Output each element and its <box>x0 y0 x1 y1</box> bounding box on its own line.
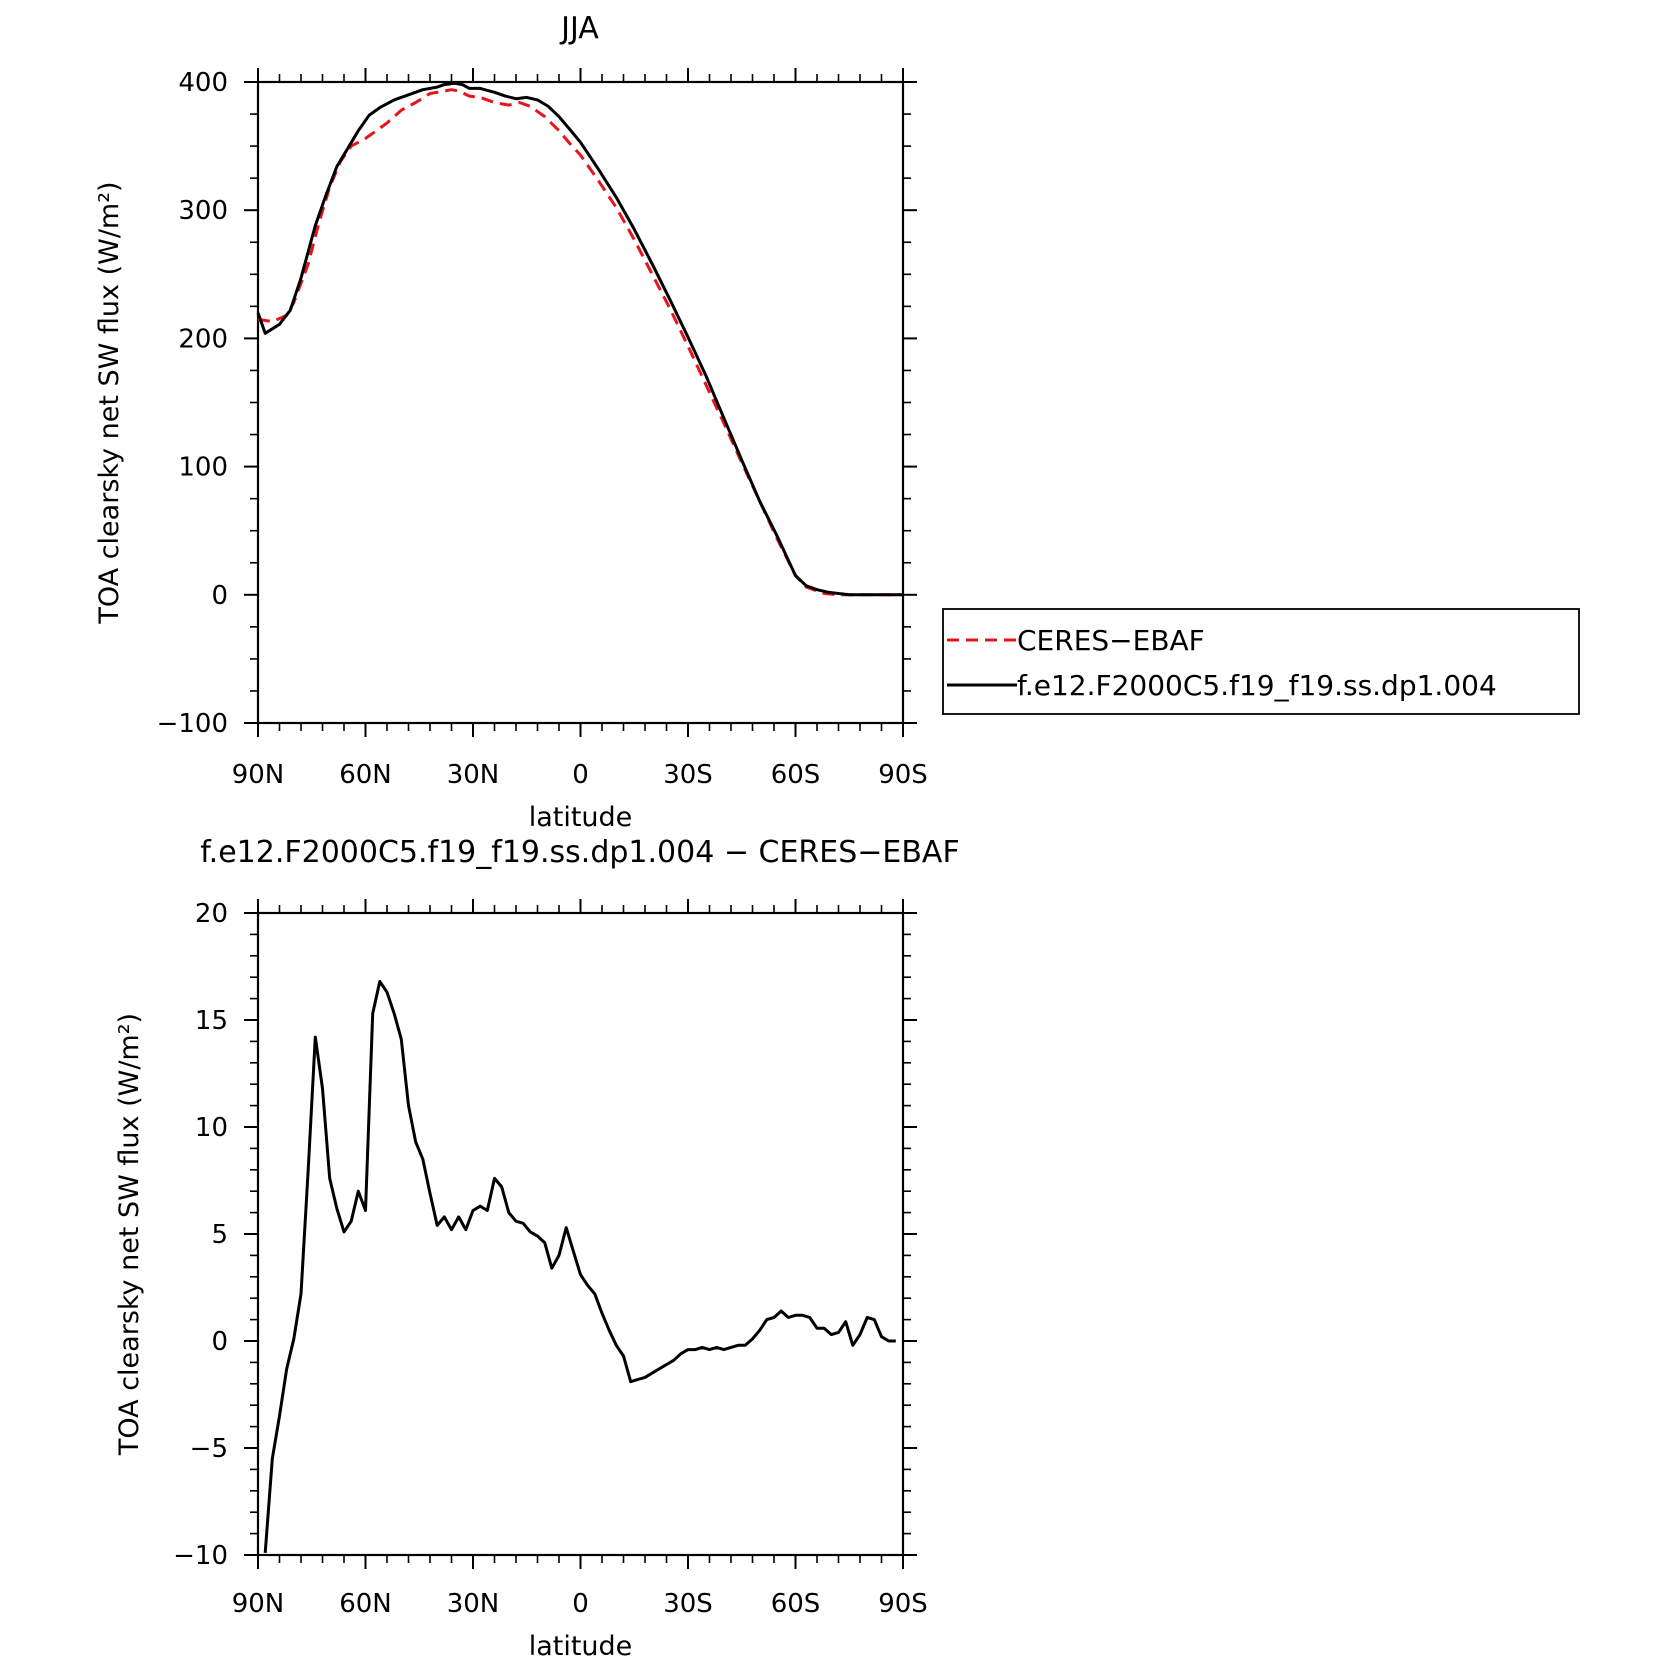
x-tick-label: 30N <box>447 760 500 790</box>
x-tick-label: 90N <box>232 760 285 790</box>
x-tick-label: 60S <box>771 1589 821 1619</box>
chart-title: f.e12.F2000C5.f19_f19.ss.dp1.004 − CERES… <box>200 835 959 870</box>
y-tick-label: 400 <box>178 68 228 98</box>
chart-title: JJA <box>559 11 599 46</box>
bottom-panel-difference: 90N 60N 30N 0 30S 60S 90S −10 −5 0 5 10 15 20 f.e12.F2… <box>114 835 960 1662</box>
x-tick-label: 0 <box>572 760 589 790</box>
plot-frame <box>256 911 905 1557</box>
x-axis-label: latitude <box>529 1631 633 1662</box>
y-tick-label: 0 <box>211 1327 228 1357</box>
x-tick-label: 90S <box>878 1589 928 1619</box>
x-tick-label: 60S <box>771 760 821 790</box>
y-tick-label: 20 <box>195 899 228 929</box>
series-line-1 <box>263 980 896 1554</box>
x-tick-label: 30N <box>447 1589 500 1619</box>
legend-box <box>942 608 1580 715</box>
x-tick-label: 60N <box>339 1589 392 1619</box>
legend-label: CERES−EBAF <box>1017 624 1205 657</box>
y-tick-label: −100 <box>157 709 228 739</box>
x-tick-label: 90N <box>232 1589 285 1619</box>
y-tick-label: 100 <box>178 453 228 483</box>
x-tick-label: 90S <box>878 760 928 790</box>
y-axis-label: TOA clearsky net SW flux (W/m²) <box>94 181 125 624</box>
x-tick-label: 0 <box>572 1589 589 1619</box>
y-tick-label: 15 <box>195 1006 228 1036</box>
x-tick-label: 30S <box>663 760 713 790</box>
y-tick-label: 0 <box>211 581 228 611</box>
x-tick-label: 60N <box>339 760 392 790</box>
top-panel-jja: 90N 60N 30N 0 30S 60S 90S −100 0 100 200 300 400 JJA l… <box>94 11 1580 833</box>
y-axis-label: TOA clearsky net SW flux (W/m²) <box>114 1013 145 1456</box>
y-tick-label: −5 <box>190 1434 228 1464</box>
x-tick-label: 30S <box>663 1589 713 1619</box>
plot-frame <box>256 80 905 725</box>
x-axis-label: latitude <box>529 802 633 833</box>
y-tick-label: 10 <box>195 1113 228 1143</box>
y-tick-label: −10 <box>173 1541 228 1571</box>
y-tick-label: 200 <box>178 324 228 354</box>
series-line-1 <box>257 88 903 597</box>
legend-label: f.e12.F2000C5.f19_f19.ss.dp1.004 <box>1017 669 1497 702</box>
y-tick-label: 300 <box>178 196 228 226</box>
series-line-2 <box>256 81 903 597</box>
y-tick-label: 5 <box>211 1220 228 1250</box>
